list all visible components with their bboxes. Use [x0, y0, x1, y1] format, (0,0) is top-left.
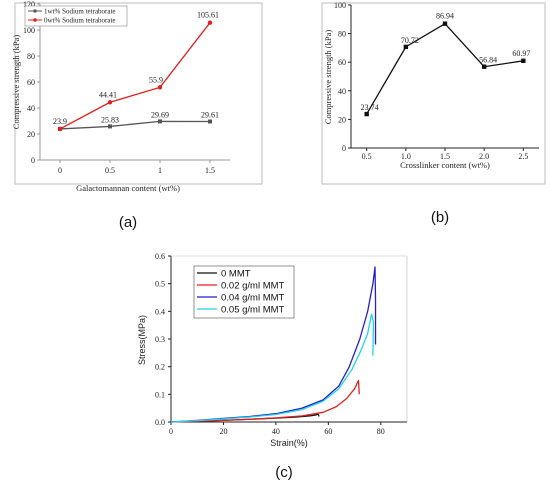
legend-a-marker-1	[33, 9, 37, 13]
chart-a-frame	[14, 2, 263, 185]
panel-label-c: (c)	[275, 464, 293, 481]
chart-a-series-line-1	[59, 120, 211, 130]
chart-a-legend-box	[24, 5, 128, 27]
chart-b-data-label: 70.72	[401, 36, 419, 45]
chart-c-ylabel: Stress(MPa)	[137, 315, 147, 365]
chart-c-ytick-label: 0.6	[155, 252, 165, 261]
chart-b-xtick-label: 1.5	[440, 152, 450, 161]
chart-a-point	[208, 119, 212, 124]
chart-b-data-label: 23.74	[361, 103, 379, 112]
chart-a-data-label: 105.61	[197, 11, 219, 20]
chart-b-data-label: 60.97	[512, 49, 530, 58]
chart-b-point	[442, 21, 448, 26]
chart-c-xlabel: Strain(%)	[270, 438, 308, 448]
chart-a-data-label: 25.83	[101, 115, 119, 124]
chart-c-xtick-label: 0	[169, 427, 173, 436]
chart-b: 0 20 40 60 80 100 0.5 1.0 1.5 2.0 2.5 23.74 70.72 8…	[321, 1, 546, 226]
chart-a-series-line-2	[59, 22, 211, 130]
chart-a-xtick-label: 0	[58, 166, 62, 175]
chart-a-point	[157, 85, 163, 90]
chart-b-point	[521, 58, 526, 64]
chart-a-xlabel: Galactomannan content (wt%)	[76, 183, 180, 193]
legend-c-label-3: 0.04 g/ml MMT	[221, 293, 285, 304]
legend-a-marker-2	[33, 18, 37, 22]
chart-a-data-label: 29.69	[151, 110, 169, 119]
chart-c-ytick-label: 0.1	[155, 390, 165, 399]
chart-b-xtick-label: 2.0	[479, 152, 489, 161]
chart-b-ytick-label: 60	[338, 58, 346, 67]
chart-a-ytick-label: 80	[27, 52, 35, 61]
chart-b-data-label: 56.84	[479, 56, 497, 65]
chart-c-xtick-label: 60	[324, 427, 332, 436]
chart-b-ytick-label: 80	[338, 30, 346, 39]
chart-c-xtick-label: 40	[272, 427, 280, 436]
chart-a-ytick-label: 40	[27, 104, 35, 113]
chart-b-point	[364, 111, 369, 117]
chart-a-data-label: 55.9	[149, 75, 163, 84]
chart-a-xtick-label: 1.5	[205, 166, 215, 175]
chart-a-ylabel: Compressive strength (kPa)	[11, 35, 21, 130]
chart-c-xtick-label: 20	[219, 427, 227, 436]
chart-c-ytick-label: 0.2	[155, 363, 165, 372]
chart-c-ytick-label: 0.4	[155, 307, 165, 316]
legend-a-label-1: 1wt% Sodium tetraborate	[44, 8, 116, 16]
chart-a-data-label: 44.41	[99, 90, 117, 99]
legend-c-label-4: 0.05 g/ml MMT	[221, 305, 285, 316]
chart-b-point	[403, 44, 409, 50]
chart-a-ytick-label: 60	[27, 78, 35, 87]
chart-b-xtick-label: 2.5	[518, 152, 528, 161]
chart-c: 0.0 0.1 0.2 0.3 0.4 0.5 0.6 0 20 40 60 80 Strain(%…	[137, 252, 408, 481]
chart-b-data-label: 86.94	[436, 12, 454, 21]
legend-a-label-2: 0wt% Sodium tetraborate	[44, 17, 116, 25]
chart-a-point	[158, 119, 162, 124]
legend-c-label-2: 0.02 g/ml MMT	[221, 281, 285, 292]
chart-c-xtick-label: 80	[377, 427, 385, 436]
chart-a-xtick-label: 0.5	[105, 166, 115, 175]
chart-a-ytick-label: 120	[23, 0, 35, 9]
chart-c-series-line-4	[170, 313, 375, 423]
chart-c-ytick-label: 0.0	[155, 418, 165, 427]
chart-b-ytick-label: 100	[334, 1, 346, 10]
chart-c-ytick-label: 0.3	[155, 335, 165, 344]
chart-b-ytick-label: 40	[338, 87, 346, 96]
chart-b-xtick-label: 1.0	[401, 152, 411, 161]
chart-b-frame	[321, 2, 546, 185]
chart-a-ytick-label: 0	[31, 156, 35, 165]
chart-a-xtick-label: 1	[158, 166, 162, 175]
chart-a-point	[108, 124, 112, 129]
chart-a-point	[57, 126, 63, 132]
chart-b-ylabel: Compressive strength (kPa)	[323, 30, 333, 125]
chart-b-xtick-label: 0.5	[362, 152, 372, 161]
chart-a-data-label: 29.61	[201, 111, 219, 120]
chart-c-series-line-2	[170, 379, 360, 423]
chart-a-point	[107, 100, 113, 105]
chart-a-ytick-label: 100	[23, 26, 35, 35]
legend-c-label-1: 0 MMT	[221, 269, 251, 280]
panel-label-b: (b)	[431, 209, 449, 226]
panel-label-a: (a)	[119, 214, 137, 231]
chart-a-legend: 1wt% Sodium tetraborate 0wt% Sodium tetr…	[24, 5, 128, 27]
chart-b-xlabel: Crosslinker content (wt%)	[400, 160, 490, 170]
chart-b-point	[481, 64, 487, 69]
chart-b-ytick-label: 20	[338, 115, 346, 124]
chart-c-ytick-label: 0.5	[155, 280, 165, 289]
chart-a: 0 20 40 60 80 100 120 0 0.5 1 1.5 23.9 25.83 29.69 2…	[11, 0, 263, 231]
chart-a-data-label: 23.9	[53, 117, 67, 126]
chart-a-ytick-label: 20	[27, 130, 35, 139]
chart-c-legend: 0 MMT 0.02 g/ml MMT 0.04 g/ml MMT 0.05 g…	[193, 265, 295, 319]
chart-b-series-line	[366, 22, 524, 115]
chart-a-point	[207, 20, 213, 25]
chart-b-ytick-label: 0	[342, 144, 346, 153]
